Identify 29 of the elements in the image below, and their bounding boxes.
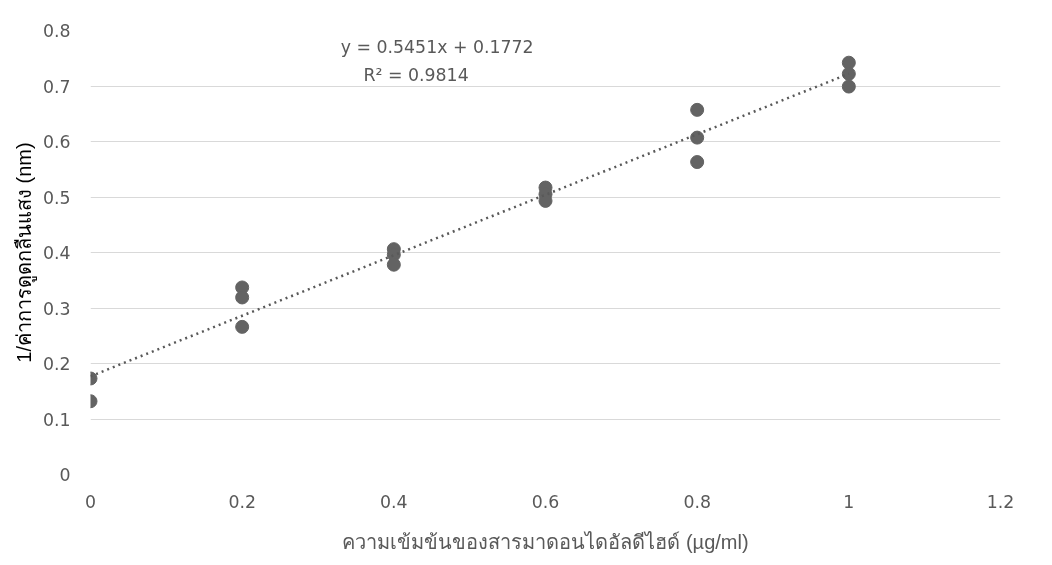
y-axis-title: 1/ค่าการดูดกลืนแสง (nm) [12, 142, 37, 363]
point [690, 130, 705, 145]
x-tick-label: 0 [84, 491, 97, 512]
point [841, 55, 856, 70]
y-tick-label: 0 [59, 465, 71, 485]
point [841, 79, 856, 94]
x-tick-label: 0.8 [683, 491, 711, 512]
y-tick-label: 0.4 [42, 243, 71, 263]
point [386, 257, 401, 272]
y-tick-label: 0.2 [42, 354, 71, 374]
point [690, 102, 705, 117]
x-tick-label: 0.4 [380, 491, 408, 512]
y-tick-label: 0.6 [42, 132, 71, 152]
x-tick-label: 1 [843, 491, 855, 512]
point [235, 290, 250, 305]
point [841, 66, 856, 81]
annotation: y = 0.5451x + 0.1772 [340, 37, 534, 58]
x-tick-label: 0.2 [228, 491, 256, 512]
point [690, 155, 705, 170]
x-tick-label: 1.2 [986, 491, 1015, 512]
annotation: R² = 0.9814 [363, 64, 469, 85]
y-tick-label: 0.8 [42, 21, 71, 41]
y-tick-label: 0.5 [42, 187, 71, 208]
y-tick-label: 0.1 [42, 409, 71, 430]
point [235, 319, 250, 334]
y-tick-label: 0.7 [42, 76, 71, 97]
x-axis-title: ความเข้มข้นของสารมาดอนไดอัลดีไฮด์ (µg/ml) [342, 530, 749, 553]
y-tick-label: 0.3 [42, 298, 71, 319]
x-tick-label: 0.6 [531, 491, 560, 512]
